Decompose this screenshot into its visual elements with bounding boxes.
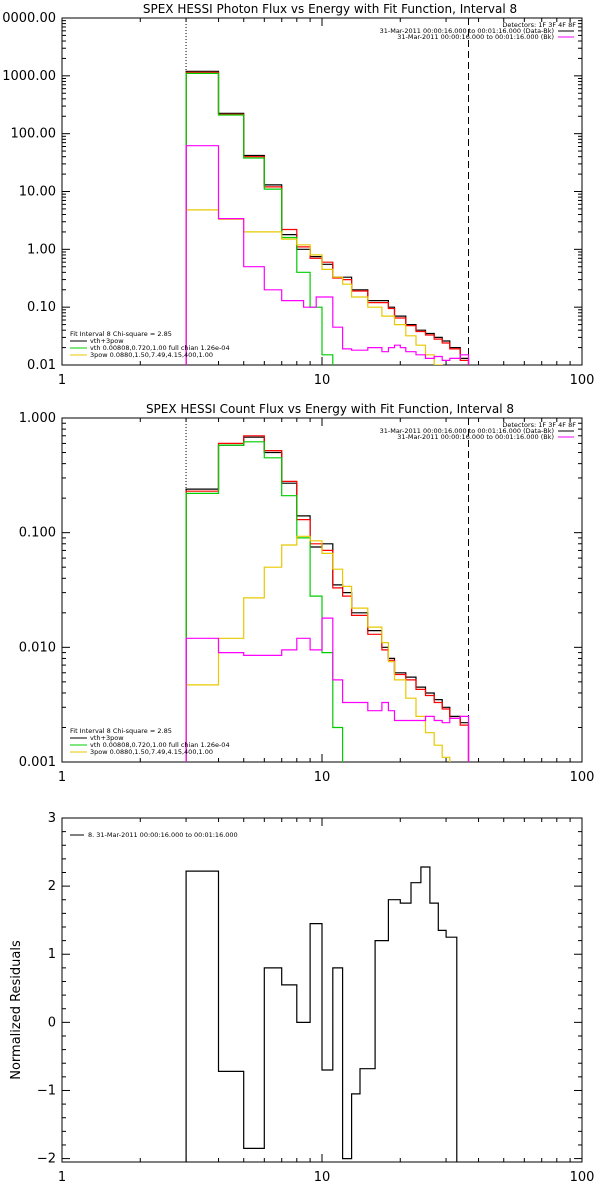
residuals-plot-area: [61, 817, 583, 1163]
count-flux-panel: SPEX HESSI Count Flux vs Energy with Fit…: [19, 402, 595, 785]
photon-flux-y-tick-label: 1.00: [27, 242, 56, 257]
photon-flux-fit-line: 3pow 0.0880,1.50,7.49,4.15,400,1.00: [90, 351, 213, 359]
count-flux-fit-line: 3pow 0.0880,1.50,7.49,4.15,400,1.00: [90, 748, 213, 756]
count-flux-fit-line: vth+3pow: [90, 734, 124, 742]
photon-flux-y-tick-label: 10.00: [19, 185, 56, 200]
photon-flux-info-line: 31-Mar-2011 00:00:16.000 to 00:01:16.000…: [380, 27, 554, 35]
count-flux-series-1-trace: [185, 435, 470, 762]
count-flux-axes-frame: [61, 417, 583, 763]
residuals-panel: Normalized Residuals −2 −1 0 1 2 3 1 10 100 8. …: [9, 811, 594, 1185]
residuals-annotations: 8. 31-Mar-2011 00:00:16.000 to 00:01:16.…: [70, 831, 238, 839]
residuals-x-tick-labels: 1 10 100: [58, 1170, 595, 1185]
count-flux-series-4-trace: [185, 617, 470, 762]
count-flux-y-tick-label: 0.100: [19, 526, 56, 541]
count-flux-series-3-trace: [185, 535, 470, 762]
photon-flux-panel: SPEX HESSI Photon Flux vs Energy with Fi…: [2, 2, 595, 388]
count-flux-title: SPEX HESSI Count Flux vs Energy with Fit…: [146, 402, 514, 416]
count-flux-y-tick-labels: 0.001 0.010 0.100 1.000: [19, 411, 56, 770]
residuals-y-tick-labels: −2 −1 0 1 2 3: [37, 811, 56, 1167]
residuals-y-axis-label: Normalized Residuals: [9, 940, 24, 1080]
photon-flux-series-2-trace: [185, 72, 470, 365]
count-flux-y-tick-label: 0.010: [19, 640, 56, 655]
count-flux-info-line: Detectors: 1F 3F 4F 8F: [502, 421, 576, 429]
photon-flux-fit-line: vth+3pow: [90, 337, 124, 345]
photon-flux-title: SPEX HESSI Photon Flux vs Energy with Fi…: [143, 2, 517, 16]
count-flux-x-tick-label: 1: [58, 770, 66, 785]
photon-flux-series-3-trace: [185, 209, 470, 365]
count-flux-info-line: 31-Mar-2011 00:00:16.000 to 00:01:16.000…: [397, 433, 554, 441]
photon-flux-y-tick-label: 0.01: [27, 358, 56, 373]
photon-flux-fit-line: vth 0.00808,0.720,1.00 full chian 1.26e-…: [90, 344, 230, 352]
photon-flux-y-tick-label: 100.00: [11, 127, 57, 142]
photon-flux-plot-area: [61, 17, 583, 366]
photon-flux-fit-line: Fit Interval 8 Chi-square = 2.85: [70, 330, 172, 338]
count-flux-plot-area: [61, 417, 583, 763]
count-flux-x-tick-labels: 1 10 100: [58, 770, 595, 785]
count-flux-y-tick-label: 1.000: [19, 411, 56, 426]
residuals-y-tick-label: −1: [37, 1083, 56, 1098]
photon-flux-x-tick-labels: 1 10 100: [58, 373, 595, 388]
residuals-x-tick-label: 100: [570, 1170, 595, 1185]
residuals-x-tick-label: 10: [314, 1170, 331, 1185]
residuals-y-tick-label: 3: [48, 811, 56, 826]
count-flux-y-tick-label: 0.001: [19, 755, 56, 770]
photon-flux-y-tick-labels: 0.01 0.10 1.00 10.00 100.00 1000.00 0000.00: [2, 11, 56, 373]
photon-flux-x-tick-label: 10: [314, 373, 331, 388]
residuals-legend-label: 8. 31-Mar-2011 00:00:16.000 to 00:01:16.…: [88, 831, 238, 839]
count-flux-series-0-trace: [185, 436, 470, 762]
photon-flux-y-tick-label: 1000.00: [2, 69, 56, 84]
count-flux-x-tick-label: 10: [314, 770, 331, 785]
photon-flux-y-tick-label: 0000.00: [2, 11, 56, 26]
residuals-y-tick-label: 2: [48, 879, 56, 894]
count-flux-fit-line: vth 0.00808,0.720,1.00 full chian 1.26e-…: [90, 741, 230, 749]
residuals-y-tick-label: −2: [37, 1152, 56, 1167]
photon-flux-info-line: Detectors: 1F 3F 4F 8F: [502, 21, 576, 29]
count-flux-fit-line: Fit Interval 8 Chi-square = 2.85: [70, 727, 172, 735]
photon-flux-y-tick-label: 0.10: [27, 300, 56, 315]
photon-flux-series-4-trace: [185, 145, 470, 365]
photon-flux-x-tick-label: 1: [58, 373, 66, 388]
residuals-y-tick-label: 1: [48, 947, 56, 962]
residuals-series-0-trace: [185, 866, 458, 1162]
count-flux-series-2-trace: [185, 441, 470, 762]
residuals-x-tick-label: 1: [58, 1170, 66, 1185]
residuals-y-tick-label: 0: [48, 1015, 56, 1030]
count-flux-x-tick-label: 100: [570, 770, 595, 785]
photon-flux-info-line: 31-Mar-2011 00:00:16.000 to 00:01:16.000…: [397, 33, 554, 41]
count-flux-info-line: 31-Mar-2011 00:00:16.000 to 00:01:16.000…: [380, 427, 554, 435]
photon-flux-x-tick-label: 100: [570, 373, 595, 388]
